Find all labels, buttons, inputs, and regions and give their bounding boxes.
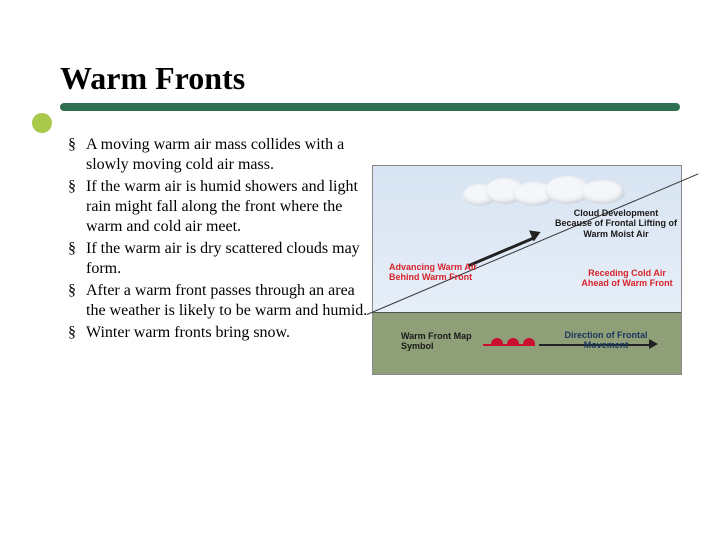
slide-title: Warm Fronts: [60, 60, 690, 97]
map-symbol-line: [483, 344, 535, 346]
diagram-clouds: [463, 174, 633, 208]
bullet-item: If the warm air is dry scattered clouds …: [86, 239, 370, 279]
map-symbol-bump: [491, 338, 503, 344]
slide-container: Warm Fronts A moving warm air mass colli…: [0, 0, 720, 540]
label-direction: Direction of Frontal Movement: [559, 330, 653, 351]
label-map-symbol: Warm Front Map Symbol: [401, 331, 475, 352]
label-receding: Receding Cold Air Ahead of Warm Front: [575, 268, 679, 289]
content-row: A moving warm air mass collides with a s…: [60, 135, 690, 375]
label-advancing: Advancing Warm Air Behind Warm Front: [389, 262, 481, 283]
bullet-item: Winter warm fronts bring snow.: [86, 323, 370, 343]
label-cloud-dev: Cloud Development Because of Frontal Lif…: [555, 208, 677, 239]
map-symbol-bump: [523, 338, 535, 344]
cloud-shape: [581, 180, 625, 204]
bullet-item: After a warm front passes through an are…: [86, 281, 370, 321]
map-symbol-bump: [507, 338, 519, 344]
warm-front-diagram: Advancing Warm Air Behind Warm Front Clo…: [372, 165, 682, 375]
accent-dot: [32, 113, 52, 133]
bullet-list: A moving warm air mass collides with a s…: [60, 135, 370, 375]
bullet-item: A moving warm air mass collides with a s…: [86, 135, 370, 175]
bullet-item: If the warm air is humid showers and lig…: [86, 177, 370, 237]
title-underline: [60, 103, 680, 111]
